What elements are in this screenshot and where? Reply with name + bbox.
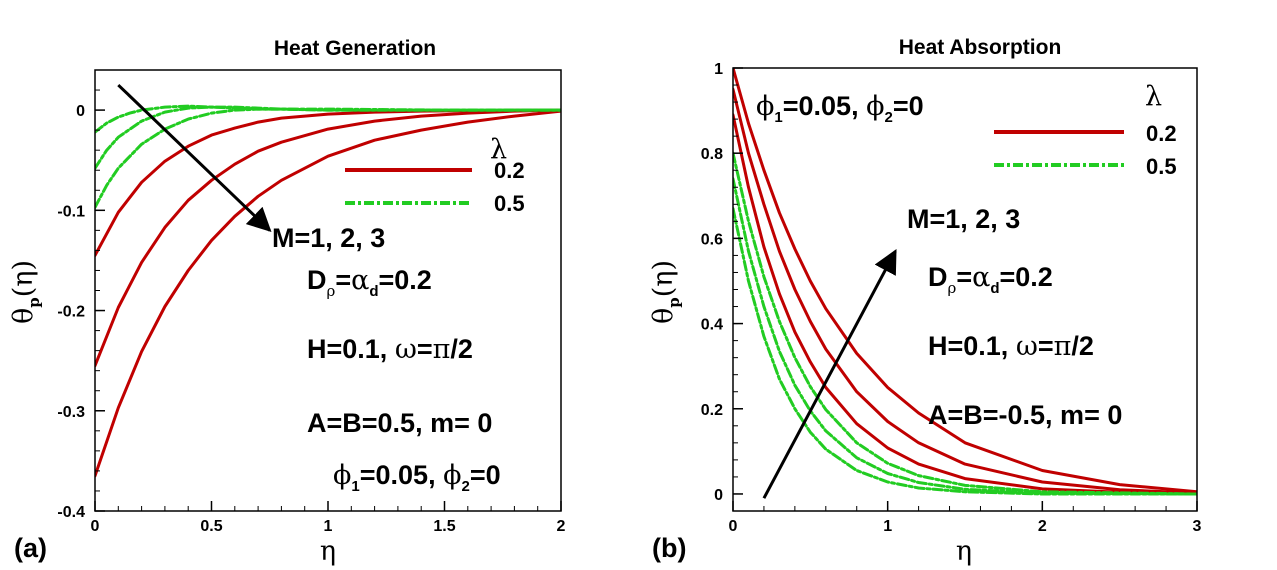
params-line3-a: A=B=0.5, m= 0 [307,408,492,438]
ticks-a: 0 0.5 1 1.5 2 -0.4 -0.3 -0.2 -0.1 0 [57,69,566,535]
y-tick-label-b-2: 0.4 [701,317,723,334]
x-tick-label-a-0: 0 [91,518,100,535]
panel-a: 0 0.5 1 1.5 2 -0.4 -0.3 -0.2 -0.1 0 Heat Generati… [8,37,566,567]
x-axis-label-b: η [956,536,972,567]
trend-arrow-b [762,249,897,499]
params-line2-b: H=0.1, ω=π/2 [928,331,1094,362]
legend-label-b-1: 0.5 [1146,154,1177,179]
x-tick-label-b-0: 0 [729,518,738,535]
y-tick-label-a-0: -0.4 [57,504,85,521]
ticks-b: 0 1 2 3 0 0.2 0.4 0.6 0.8 1 [701,61,1202,535]
x-tick-label-a-1: 0.5 [200,518,222,535]
series-line-b-4 [733,177,1197,496]
x-tick-label-a-2: 1 [324,518,333,535]
series-line-a-2 [95,109,561,478]
params-line1-a: Dρ=αd=0.2 [307,265,432,300]
params-line2-a: H=0.1, ω=π/2 [307,334,473,365]
trend-arrow-a [117,83,272,233]
x-tick-label-b-2: 2 [1038,518,1047,535]
series-line-b-1 [733,87,1197,495]
arrow-label-b: M=1, 2, 3 [907,204,1020,234]
phi-line-a: ϕ1=0.05, ϕ2=0 [333,460,501,495]
y-axis-label-b: θp(η) [648,260,683,324]
series-line-b-2 [733,68,1197,494]
series-line-b-0 [733,113,1197,496]
legend-label-b-0: 0.2 [1146,121,1177,146]
series-line-a-1 [95,108,561,368]
y-tick-label-b-1: 0.2 [701,402,723,419]
legend-title-b: λ [1145,81,1162,112]
plot-area-b [733,68,1197,496]
legend-a: λ 0.2 0.5 [345,134,525,216]
panel-label-b: (b) [652,533,686,563]
y-tick-label-b-0: 0 [714,487,723,504]
phi-line-b: ϕ1=0.05, ϕ2=0 [756,91,924,126]
plot-area-a [95,104,561,478]
y-tick-label-a-3: -0.1 [57,203,85,220]
params-line3-b: A=B=-0.5, m= 0 [928,400,1122,430]
x-tick-label-b-1: 1 [883,518,892,535]
y-axis-label-a: θp(η) [8,260,43,324]
y-tick-label-a-1: -0.3 [57,404,85,421]
legend-title-a: λ [490,134,507,165]
legend-label-a-0: 0.2 [494,158,525,183]
y-tick-label-b-5: 1 [714,61,723,78]
series-line-a-5 [95,107,561,209]
x-tick-label-a-4: 2 [557,518,566,535]
chart-title-b: Heat Absorption [899,36,1062,59]
series-line-b-3 [733,207,1197,496]
y-tick-label-b-4: 0.8 [701,146,723,163]
legend-label-a-1: 0.5 [494,191,525,216]
panel-label-a: (a) [14,533,47,563]
x-tick-label-b-3: 3 [1193,518,1202,535]
panel-b: 0 1 2 3 0 0.2 0.4 0.6 0.8 1 Heat Absorption η θp(… [648,36,1202,567]
y-tick-label-a-4: 0 [76,103,85,120]
x-axis-label-a: η [320,536,336,567]
chart-title-a: Heat Generation [274,37,436,60]
params-line1-b: Dρ=αd=0.2 [928,262,1053,297]
y-tick-label-a-2: -0.2 [57,304,85,321]
legend-b: λ 0.2 0.5 [994,81,1177,179]
x-tick-label-a-3: 1.5 [433,518,455,535]
arrow-label-a: M=1, 2, 3 [272,223,385,253]
y-tick-label-b-3: 0.6 [701,231,723,248]
series-line-b-5 [733,151,1197,496]
